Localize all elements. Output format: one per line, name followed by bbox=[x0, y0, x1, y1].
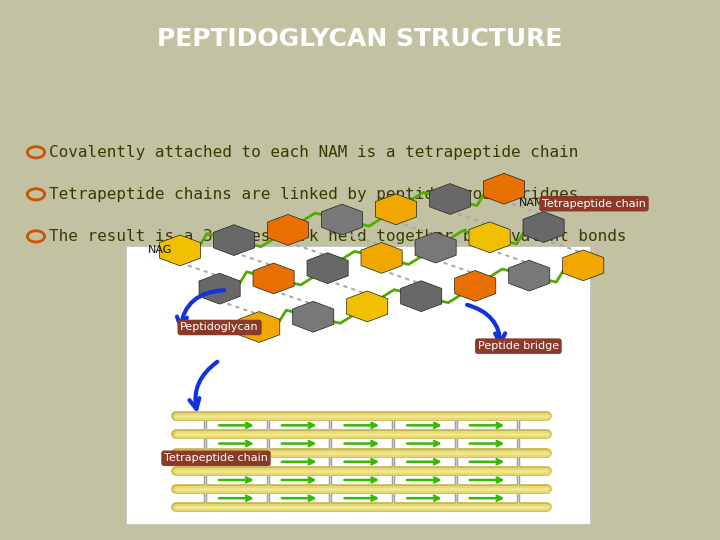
Polygon shape bbox=[375, 194, 417, 225]
Text: Covalently attached to each NAM is a tetrapeptide chain: Covalently attached to each NAM is a tet… bbox=[49, 145, 578, 160]
Text: NAG: NAG bbox=[148, 245, 172, 255]
Polygon shape bbox=[213, 225, 255, 255]
Polygon shape bbox=[483, 173, 525, 204]
Polygon shape bbox=[562, 250, 604, 281]
Text: Tetrapeptide chain: Tetrapeptide chain bbox=[164, 453, 268, 463]
Polygon shape bbox=[321, 204, 363, 235]
Polygon shape bbox=[454, 271, 496, 301]
Polygon shape bbox=[253, 263, 294, 294]
Polygon shape bbox=[508, 260, 550, 291]
Polygon shape bbox=[469, 222, 510, 253]
Polygon shape bbox=[159, 235, 201, 266]
Text: Peptide bridge: Peptide bridge bbox=[478, 341, 559, 351]
Polygon shape bbox=[292, 301, 334, 332]
Polygon shape bbox=[429, 184, 471, 214]
Polygon shape bbox=[415, 232, 456, 263]
Polygon shape bbox=[238, 312, 280, 342]
Text: Peptidoglycan: Peptidoglycan bbox=[180, 322, 259, 333]
Polygon shape bbox=[307, 253, 348, 284]
Polygon shape bbox=[523, 212, 564, 242]
Polygon shape bbox=[361, 242, 402, 273]
Polygon shape bbox=[267, 214, 309, 245]
Bar bbox=[126, 246, 590, 524]
Polygon shape bbox=[199, 273, 240, 304]
Text: Tetrapeptide chain: Tetrapeptide chain bbox=[542, 199, 646, 208]
Text: PEPTIDOGLYCAN STRUCTURE: PEPTIDOGLYCAN STRUCTURE bbox=[157, 28, 563, 51]
Text: Tetrapeptide chains are linked by peptide cross-bridges: Tetrapeptide chains are linked by peptid… bbox=[49, 187, 578, 202]
Polygon shape bbox=[400, 281, 442, 312]
Polygon shape bbox=[346, 291, 388, 322]
Text: The result is a 3-D meshwork held together by covalent bonds: The result is a 3-D meshwork held togeth… bbox=[49, 229, 626, 244]
Text: NAM: NAM bbox=[518, 198, 544, 208]
